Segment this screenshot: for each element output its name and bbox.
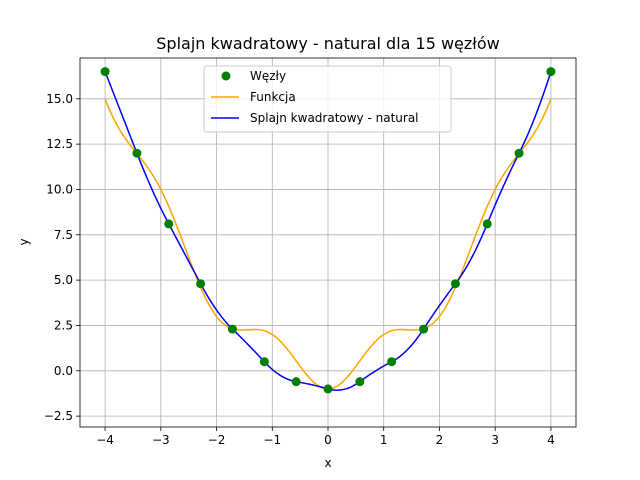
x-axis-label: x — [324, 456, 331, 470]
legend-label-spline: Splajn kwadratowy - natural — [250, 111, 419, 125]
y-tick-label: 5.0 — [54, 273, 73, 287]
legend-label-nodes: Węzły — [250, 69, 286, 83]
node-point — [100, 67, 110, 77]
node-point — [546, 67, 556, 77]
node-point — [355, 377, 365, 387]
x-tick-label: −4 — [96, 433, 114, 447]
x-axis: −4 −3 −2 −1 0 1 2 3 4 — [96, 427, 555, 447]
node-point — [514, 148, 524, 158]
chart-title: Splajn kwadratowy - natural dla 15 węzłó… — [156, 34, 499, 53]
y-axis-label: y — [17, 238, 31, 245]
node-point — [164, 219, 174, 229]
legend-box — [203, 65, 452, 133]
x-tick-label: 3 — [491, 433, 499, 447]
x-tick-label: −1 — [263, 433, 281, 447]
node-point — [227, 324, 237, 334]
node-point — [387, 357, 397, 367]
node-point — [259, 357, 269, 367]
y-tick-label: 2.5 — [54, 318, 73, 332]
node-point — [450, 279, 460, 289]
x-tick-label: 4 — [547, 433, 555, 447]
legend-label-function: Funkcja — [250, 90, 296, 104]
y-tick-label: 7.5 — [54, 228, 73, 242]
node-point — [132, 148, 142, 158]
y-axis: −2.5 0.0 2.5 5.0 7.5 10.0 12.5 15.0 — [44, 92, 80, 423]
axes-frame — [79, 57, 577, 428]
y-tick-label: 0.0 — [54, 364, 73, 378]
legend: Węzły Funkcja Splajn kwadratowy - natura… — [203, 65, 452, 133]
legend-marker-nodes — [221, 71, 231, 81]
y-tick-label: −2.5 — [44, 409, 73, 423]
node-point — [323, 384, 333, 394]
y-tick-label: 10.0 — [46, 182, 73, 196]
x-tick-label: 2 — [436, 433, 444, 447]
x-tick-label: −3 — [152, 433, 170, 447]
node-point — [419, 324, 429, 334]
node-point — [482, 219, 492, 229]
x-tick-label: −2 — [208, 433, 226, 447]
x-tick-label: 0 — [324, 433, 332, 447]
node-point — [291, 377, 301, 387]
node-point — [196, 279, 206, 289]
y-tick-label: 15.0 — [46, 92, 73, 106]
node-markers — [100, 67, 556, 394]
x-tick-label: 1 — [380, 433, 388, 447]
y-tick-label: 12.5 — [46, 137, 73, 151]
